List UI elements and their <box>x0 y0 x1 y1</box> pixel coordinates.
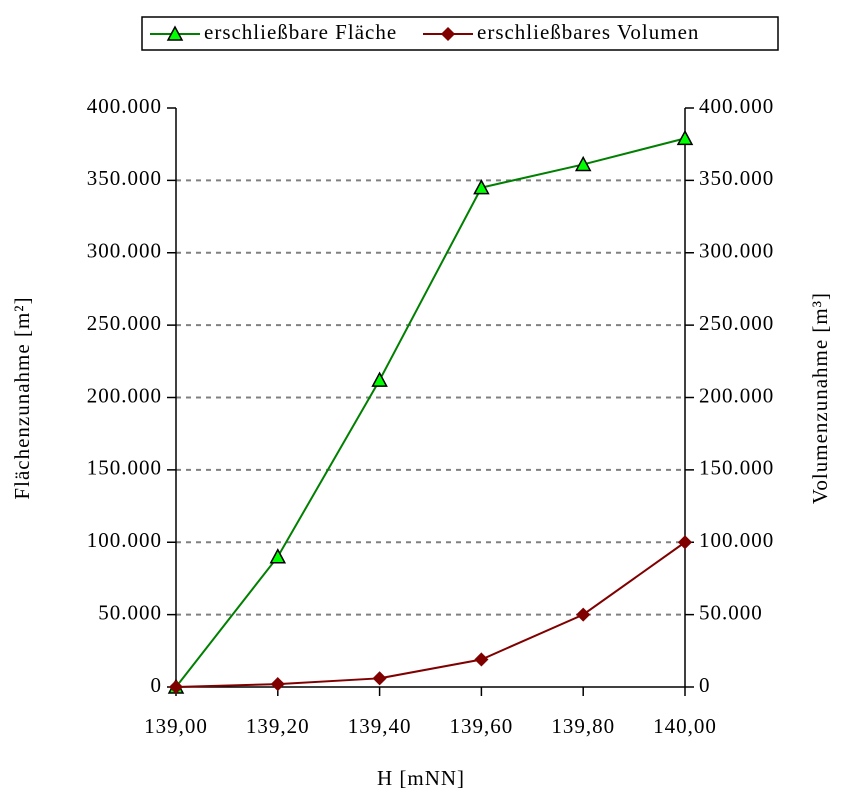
y-tick-label: 350.000 <box>87 166 162 190</box>
point <box>168 679 184 695</box>
y2-tick-label: 0 <box>699 673 711 697</box>
point <box>372 671 387 686</box>
point <box>676 129 694 146</box>
y-tick-label: 0 <box>151 673 163 697</box>
point <box>371 371 388 387</box>
point <box>677 535 693 550</box>
x-tick-label: 139,00 <box>144 714 208 738</box>
point <box>474 652 489 667</box>
y-tick-label: 300.000 <box>87 239 162 263</box>
x-tick-label: 140,00 <box>653 714 717 738</box>
y2-tick-label: 400.000 <box>699 94 774 118</box>
point <box>269 548 287 564</box>
y2-tick-label: 100.000 <box>699 528 774 552</box>
y2-tick-label: 200.000 <box>699 383 774 407</box>
y-axis-label: Flächenzunahme [m²] <box>10 296 34 499</box>
series-line <box>175 137 686 688</box>
series-line <box>175 541 686 688</box>
y2-tick-label: 350.000 <box>699 166 774 190</box>
y2-tick-label: 50.000 <box>699 600 763 624</box>
y2-tick-label: 250.000 <box>699 311 774 335</box>
x-tick-label: 139,40 <box>348 714 412 738</box>
y-tick-label: 50.000 <box>98 600 162 624</box>
y-tick-label: 200.000 <box>87 383 162 407</box>
y-tick-label: 150.000 <box>87 456 162 480</box>
legend-label: erschließbares Volumen <box>477 20 699 44</box>
y-tick-label: 100.000 <box>87 528 162 552</box>
x-tick-label: 139,20 <box>246 714 310 738</box>
point <box>574 155 592 172</box>
legend-label: erschließbare Fläche <box>204 20 397 44</box>
y-tick-label: 250.000 <box>87 311 162 335</box>
y2-tick-label: 150.000 <box>699 456 774 480</box>
point <box>270 677 285 692</box>
x-tick-label: 139,80 <box>551 714 615 738</box>
y-tick-label: 400.000 <box>87 94 162 118</box>
y2-axis-label: Volumenzunahme [m³] <box>808 292 832 504</box>
legend-marker <box>166 25 184 41</box>
point <box>576 607 591 622</box>
x-axis-label: H [mNN] <box>377 766 465 790</box>
y2-tick-label: 300.000 <box>699 239 774 263</box>
legend-marker <box>440 26 456 42</box>
x-tick-label: 139,60 <box>450 714 514 738</box>
point <box>473 179 490 195</box>
